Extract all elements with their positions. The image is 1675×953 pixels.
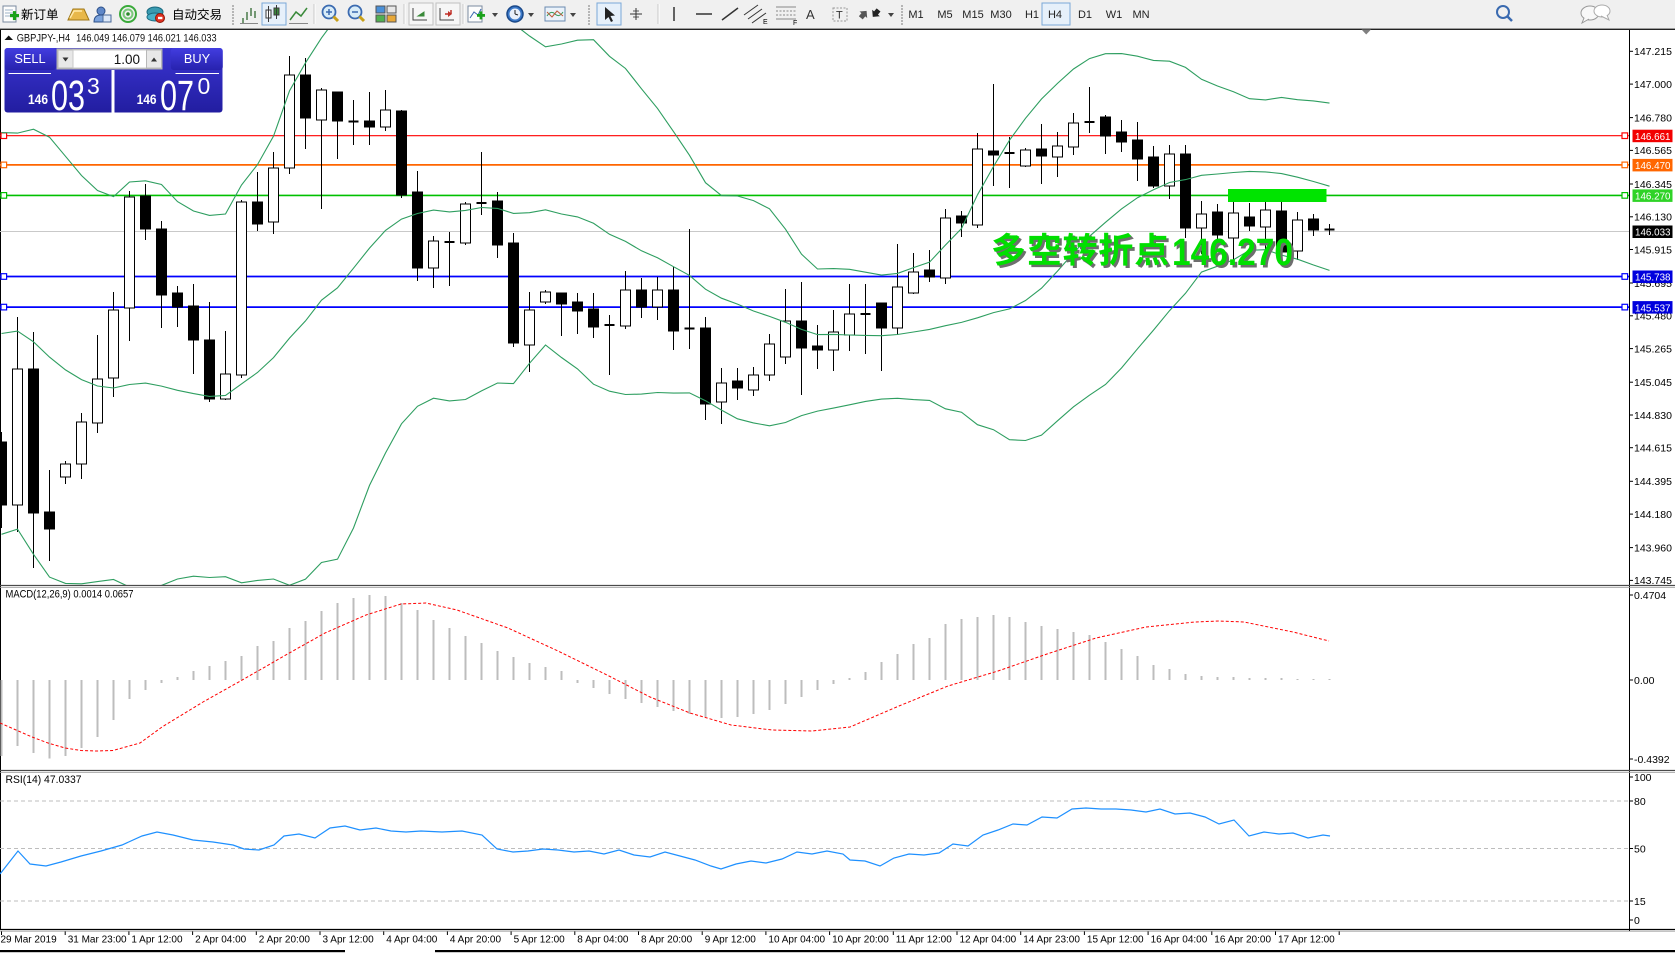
svg-text:146.049 146.079 146.021 146.03: 146.049 146.079 146.021 146.033	[76, 33, 217, 45]
svg-text:0.4704: 0.4704	[1634, 590, 1666, 602]
svg-text:146: 146	[28, 91, 48, 107]
svg-text:2 Apr 20:00: 2 Apr 20:00	[259, 935, 311, 946]
svg-text:5 Apr 12:00: 5 Apr 12:00	[514, 935, 566, 946]
svg-text:146.470: 146.470	[1635, 160, 1671, 172]
svg-text:146.780: 146.780	[1634, 112, 1672, 124]
svg-text:MACD(12,26,9) 0.0014 0.0657: MACD(12,26,9) 0.0014 0.0657	[6, 589, 134, 601]
svg-text:50: 50	[1634, 843, 1646, 855]
svg-text:16 Apr 04:00: 16 Apr 04:00	[1151, 935, 1208, 946]
svg-text:147.000: 147.000	[1634, 79, 1672, 91]
svg-text:4 Apr 20:00: 4 Apr 20:00	[450, 935, 502, 946]
svg-text:H1: H1	[1025, 9, 1039, 21]
svg-text:80: 80	[1634, 796, 1646, 808]
svg-text:2 Apr 04:00: 2 Apr 04:00	[195, 935, 247, 946]
svg-text:143.960: 143.960	[1634, 542, 1672, 554]
svg-text:16 Apr 20:00: 16 Apr 20:00	[1214, 935, 1271, 946]
svg-text:RSI(14) 47.0337: RSI(14) 47.0337	[6, 774, 82, 786]
svg-text:BUY: BUY	[184, 51, 211, 66]
svg-text:146.033: 146.033	[1635, 227, 1671, 239]
svg-text:9 Apr 12:00: 9 Apr 12:00	[705, 935, 757, 946]
svg-text:146.565: 146.565	[1634, 145, 1672, 157]
svg-text:100: 100	[1634, 772, 1652, 784]
svg-text:MN: MN	[1132, 9, 1149, 21]
svg-text:F: F	[793, 20, 797, 27]
svg-text:15 Apr 12:00: 15 Apr 12:00	[1087, 935, 1144, 946]
svg-text:17 Apr 12:00: 17 Apr 12:00	[1278, 935, 1335, 946]
svg-text:15: 15	[1634, 896, 1646, 908]
svg-text:1 Apr 12:00: 1 Apr 12:00	[131, 935, 183, 946]
svg-text:144.180: 144.180	[1634, 509, 1672, 521]
svg-text:144.615: 144.615	[1634, 443, 1672, 455]
svg-text:-0.4392: -0.4392	[1634, 754, 1670, 766]
svg-text:145.537: 145.537	[1635, 302, 1671, 314]
svg-text:29 Mar 2019: 29 Mar 2019	[1, 935, 58, 946]
svg-text:146.270: 146.270	[1174, 234, 1295, 276]
svg-text:10 Apr 20:00: 10 Apr 20:00	[832, 935, 889, 946]
svg-text:SELL: SELL	[14, 51, 45, 66]
svg-text:145.265: 145.265	[1634, 343, 1672, 355]
svg-text:1.00: 1.00	[114, 52, 140, 67]
svg-text:M15: M15	[962, 9, 983, 21]
svg-text:0: 0	[198, 73, 211, 99]
svg-text:3: 3	[87, 73, 100, 99]
svg-text:0.00: 0.00	[1634, 675, 1655, 687]
svg-text:8 Apr 20:00: 8 Apr 20:00	[641, 935, 693, 946]
svg-text:03: 03	[51, 73, 85, 120]
svg-text:07: 07	[160, 73, 194, 120]
svg-text:M30: M30	[990, 9, 1011, 21]
svg-text:31 Mar 23:00: 31 Mar 23:00	[68, 935, 127, 946]
svg-text:8 Apr 04:00: 8 Apr 04:00	[577, 935, 629, 946]
svg-text:0: 0	[1634, 915, 1640, 927]
svg-text:GBPJPY-,H4: GBPJPY-,H4	[17, 33, 71, 45]
svg-text:147.215: 147.215	[1634, 46, 1672, 58]
svg-text:146.345: 146.345	[1634, 179, 1672, 191]
svg-text:145.045: 145.045	[1634, 377, 1672, 389]
svg-text:E: E	[763, 19, 768, 26]
svg-text:W1: W1	[1106, 9, 1123, 21]
svg-text:146.661: 146.661	[1635, 131, 1671, 143]
svg-text:10 Apr 04:00: 10 Apr 04:00	[768, 935, 825, 946]
svg-text:D1: D1	[1078, 9, 1092, 21]
svg-text:143.745: 143.745	[1634, 575, 1672, 587]
svg-text:M5: M5	[937, 9, 952, 21]
svg-text:12 Apr 04:00: 12 Apr 04:00	[960, 935, 1017, 946]
svg-text:145.915: 145.915	[1634, 244, 1672, 256]
svg-text:146.270: 146.270	[1172, 232, 1293, 274]
svg-text:145.738: 145.738	[1635, 272, 1671, 284]
svg-text:146: 146	[137, 91, 157, 107]
svg-text:M1: M1	[908, 9, 923, 21]
svg-text:146.270: 146.270	[1635, 191, 1671, 203]
svg-text:144.395: 144.395	[1634, 476, 1672, 488]
svg-text:A: A	[806, 7, 815, 22]
svg-text:T: T	[836, 10, 843, 22]
svg-text:144.830: 144.830	[1634, 410, 1672, 422]
svg-text:11 Apr 12:00: 11 Apr 12:00	[896, 935, 952, 946]
svg-text:146.130: 146.130	[1634, 212, 1672, 224]
svg-text:H4: H4	[1048, 9, 1062, 21]
svg-text:3 Apr 12:00: 3 Apr 12:00	[323, 935, 375, 946]
svg-text:4 Apr 04:00: 4 Apr 04:00	[386, 935, 438, 946]
svg-text:14 Apr 23:00: 14 Apr 23:00	[1023, 935, 1080, 946]
